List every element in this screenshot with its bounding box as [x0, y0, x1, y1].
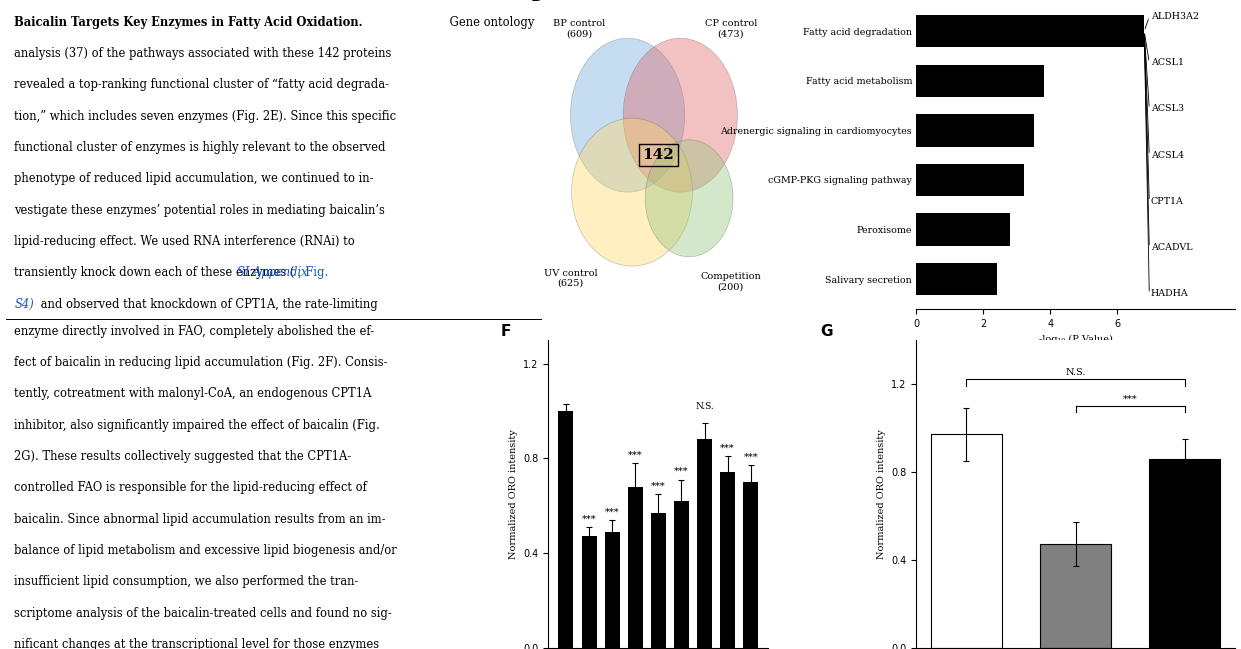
- Text: lipid-reducing effect. We used RNA interference (RNAi) to: lipid-reducing effect. We used RNA inter…: [14, 235, 355, 248]
- Text: F: F: [500, 324, 510, 339]
- Text: HADHA: HADHA: [1150, 289, 1189, 299]
- Text: ACSL3: ACSL3: [1150, 104, 1184, 114]
- Text: D: D: [531, 0, 544, 4]
- Text: tently, cotreatment with malonyl-CoA, an endogenous CPT1A: tently, cotreatment with malonyl-CoA, an…: [14, 387, 371, 400]
- Text: tion,” which includes seven enzymes (Fig. 2E). Since this specific: tion,” which includes seven enzymes (Fig…: [14, 110, 396, 123]
- Ellipse shape: [571, 38, 685, 192]
- Text: fect of baicalin in reducing lipid accumulation (Fig. 2F). Consis-: fect of baicalin in reducing lipid accum…: [14, 356, 387, 369]
- Y-axis label: Normalized ORO intensity: Normalized ORO intensity: [509, 429, 517, 559]
- Text: N.S.: N.S.: [695, 402, 714, 411]
- Text: and observed that knockdown of CPT1A, the rate-limiting: and observed that knockdown of CPT1A, th…: [37, 298, 377, 311]
- Text: ***: ***: [582, 515, 597, 523]
- Bar: [628, 487, 643, 648]
- Text: ***: ***: [652, 482, 665, 490]
- Bar: [916, 16, 1144, 47]
- Bar: [604, 532, 619, 648]
- Bar: [558, 411, 573, 648]
- Text: ACSL4: ACSL4: [1150, 151, 1184, 160]
- Bar: [1040, 545, 1111, 648]
- Text: ***: ***: [674, 467, 689, 476]
- Text: 2G). These results collectively suggested that the CPT1A-: 2G). These results collectively suggeste…: [14, 450, 351, 463]
- Text: Gene ontology: Gene ontology: [446, 16, 535, 29]
- Text: analysis (37) of the pathways associated with these 142 proteins: analysis (37) of the pathways associated…: [14, 47, 392, 60]
- Text: phenotype of reduced lipid accumulation, we continued to in-: phenotype of reduced lipid accumulation,…: [14, 172, 374, 185]
- Ellipse shape: [623, 38, 737, 192]
- Bar: [650, 513, 666, 648]
- Text: E: E: [804, 0, 815, 1]
- Text: scriptome analysis of the baicalin-treated cells and found no sig-: scriptome analysis of the baicalin-treat…: [14, 607, 392, 620]
- Text: transiently knock down each of these enzymes (: transiently knock down each of these enz…: [14, 266, 294, 279]
- Ellipse shape: [572, 118, 692, 266]
- Text: N.S.: N.S.: [1065, 368, 1086, 377]
- Bar: [582, 537, 597, 648]
- Bar: [674, 501, 689, 648]
- Bar: [916, 263, 997, 295]
- Text: UV control
(625): UV control (625): [544, 269, 597, 288]
- Text: SI Appendix: SI Appendix: [237, 266, 308, 279]
- Text: enzyme directly involved in FAO, completely abolished the ef-: enzyme directly involved in FAO, complet…: [14, 324, 375, 337]
- Y-axis label: Normalized ORO intensity: Normalized ORO intensity: [876, 429, 886, 559]
- Text: controlled FAO is responsible for the lipid-reducing effect of: controlled FAO is responsible for the li…: [14, 482, 367, 495]
- Text: CP control
(473): CP control (473): [705, 19, 757, 39]
- X-axis label: -log₁₀ (P Value): -log₁₀ (P Value): [1039, 334, 1112, 343]
- Text: Baicalin Targets Key Enzymes in Fatty Acid Oxidation.: Baicalin Targets Key Enzymes in Fatty Ac…: [14, 16, 362, 29]
- Bar: [697, 439, 712, 648]
- Text: BP control
(609): BP control (609): [553, 19, 606, 39]
- Text: Competition
(200): Competition (200): [700, 272, 761, 291]
- Bar: [916, 164, 1024, 196]
- Bar: [916, 214, 1010, 245]
- Text: ***: ***: [720, 443, 735, 452]
- Text: ACADVL: ACADVL: [1150, 243, 1193, 252]
- Bar: [1149, 459, 1220, 648]
- Text: inhibitor, also significantly impaired the effect of baicalin (Fig.: inhibitor, also significantly impaired t…: [14, 419, 380, 432]
- Text: nificant changes at the transcriptional level for those enzymes: nificant changes at the transcriptional …: [14, 638, 380, 649]
- Text: CPT1A: CPT1A: [1150, 197, 1184, 206]
- Text: insufficient lipid consumption, we also performed the tran-: insufficient lipid consumption, we also …: [14, 575, 359, 588]
- Bar: [916, 65, 1044, 97]
- Text: revealed a top-ranking functional cluster of “fatty acid degrada-: revealed a top-ranking functional cluste…: [14, 79, 390, 92]
- Text: ***: ***: [743, 453, 758, 462]
- Bar: [743, 482, 758, 648]
- Text: baicalin. Since abnormal lipid accumulation results from an im-: baicalin. Since abnormal lipid accumulat…: [14, 513, 386, 526]
- Text: ALDH3A2: ALDH3A2: [1150, 12, 1199, 21]
- Text: 142: 142: [643, 148, 674, 162]
- Bar: [916, 114, 1034, 147]
- Bar: [720, 472, 735, 648]
- Text: G: G: [820, 324, 833, 339]
- Text: functional cluster of enzymes is highly relevant to the observed: functional cluster of enzymes is highly …: [14, 141, 386, 154]
- Text: ***: ***: [604, 508, 619, 517]
- Text: S4): S4): [14, 298, 34, 311]
- Text: ACSL1: ACSL1: [1150, 58, 1184, 67]
- Text: ***: ***: [628, 450, 643, 459]
- Text: , Fig.: , Fig.: [298, 266, 329, 279]
- Ellipse shape: [645, 140, 733, 257]
- Text: ***: ***: [1123, 395, 1138, 404]
- Text: vestigate these enzymes’ potential roles in mediating baicalin’s: vestigate these enzymes’ potential roles…: [14, 204, 385, 217]
- Bar: [931, 434, 1001, 648]
- Text: balance of lipid metabolism and excessive lipid biogenesis and/or: balance of lipid metabolism and excessiv…: [14, 544, 397, 557]
